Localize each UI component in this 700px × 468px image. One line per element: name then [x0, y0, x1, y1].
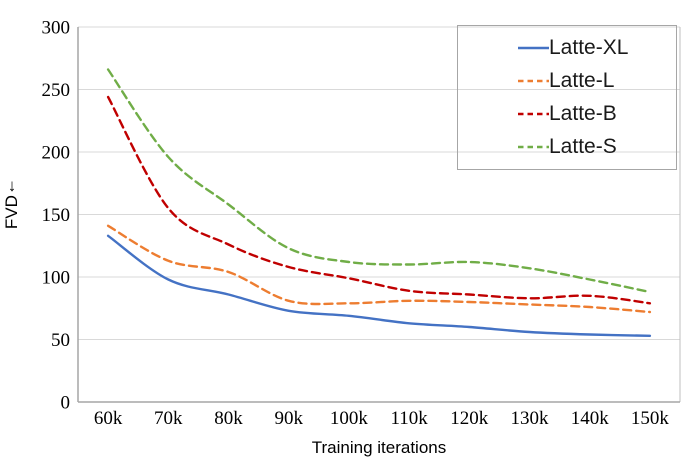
- legend-item: Latte-B: [458, 97, 676, 130]
- y-tick-label: 0: [61, 393, 71, 414]
- y-axis-title: FVD ↓: [2, 153, 24, 258]
- legend: Latte-XL Latte-L Latte-B Latte-S: [457, 25, 677, 170]
- x-tick-label: 90k: [274, 408, 303, 429]
- down-arrow-icon: ↓: [7, 176, 17, 196]
- legend-item: Latte-XL: [458, 31, 676, 64]
- x-tick-label: 130k: [511, 408, 550, 429]
- x-tick-label: 60k: [94, 408, 123, 429]
- legend-line-swatch-latte-xl: [518, 46, 549, 49]
- y-tick-label: 300: [42, 18, 71, 39]
- series-line-latte-xl: [106, 234, 652, 337]
- y-tick-label: 50: [51, 330, 70, 351]
- legend-label: Latte-XL: [549, 36, 629, 59]
- legend-label: Latte-L: [549, 69, 615, 92]
- x-tick-label: 70k: [154, 408, 183, 429]
- legend-label: Latte-S: [549, 135, 617, 158]
- y-tick-label: 200: [42, 143, 71, 164]
- series-line-latte-l: [106, 224, 652, 314]
- y-tick-label: 250: [42, 80, 71, 101]
- x-tick-label: 100k: [330, 408, 369, 429]
- x-tick-label: 140k: [571, 408, 610, 429]
- x-axis-title: Training iterations: [311, 438, 447, 457]
- series-line-latte-b: [106, 95, 652, 305]
- y-tick-label: 100: [42, 268, 71, 289]
- x-tick-label: 110k: [390, 408, 428, 429]
- legend-label: Latte-B: [549, 102, 617, 125]
- legend-item: Latte-S: [458, 130, 676, 163]
- legend-line-swatch-latte-b: [518, 112, 549, 115]
- legend-line-swatch-latte-l: [518, 79, 549, 82]
- y-axis-title-text: FVD: [2, 195, 21, 230]
- legend-item: Latte-L: [458, 64, 676, 97]
- x-tick-label: 150k: [631, 408, 670, 429]
- x-tick-label: 120k: [450, 408, 489, 429]
- series-line-latte-s: [106, 68, 652, 294]
- legend-line-swatch-latte-s: [518, 145, 549, 148]
- x-tick-label: 80k: [214, 408, 243, 429]
- y-tick-label: 150: [42, 205, 71, 226]
